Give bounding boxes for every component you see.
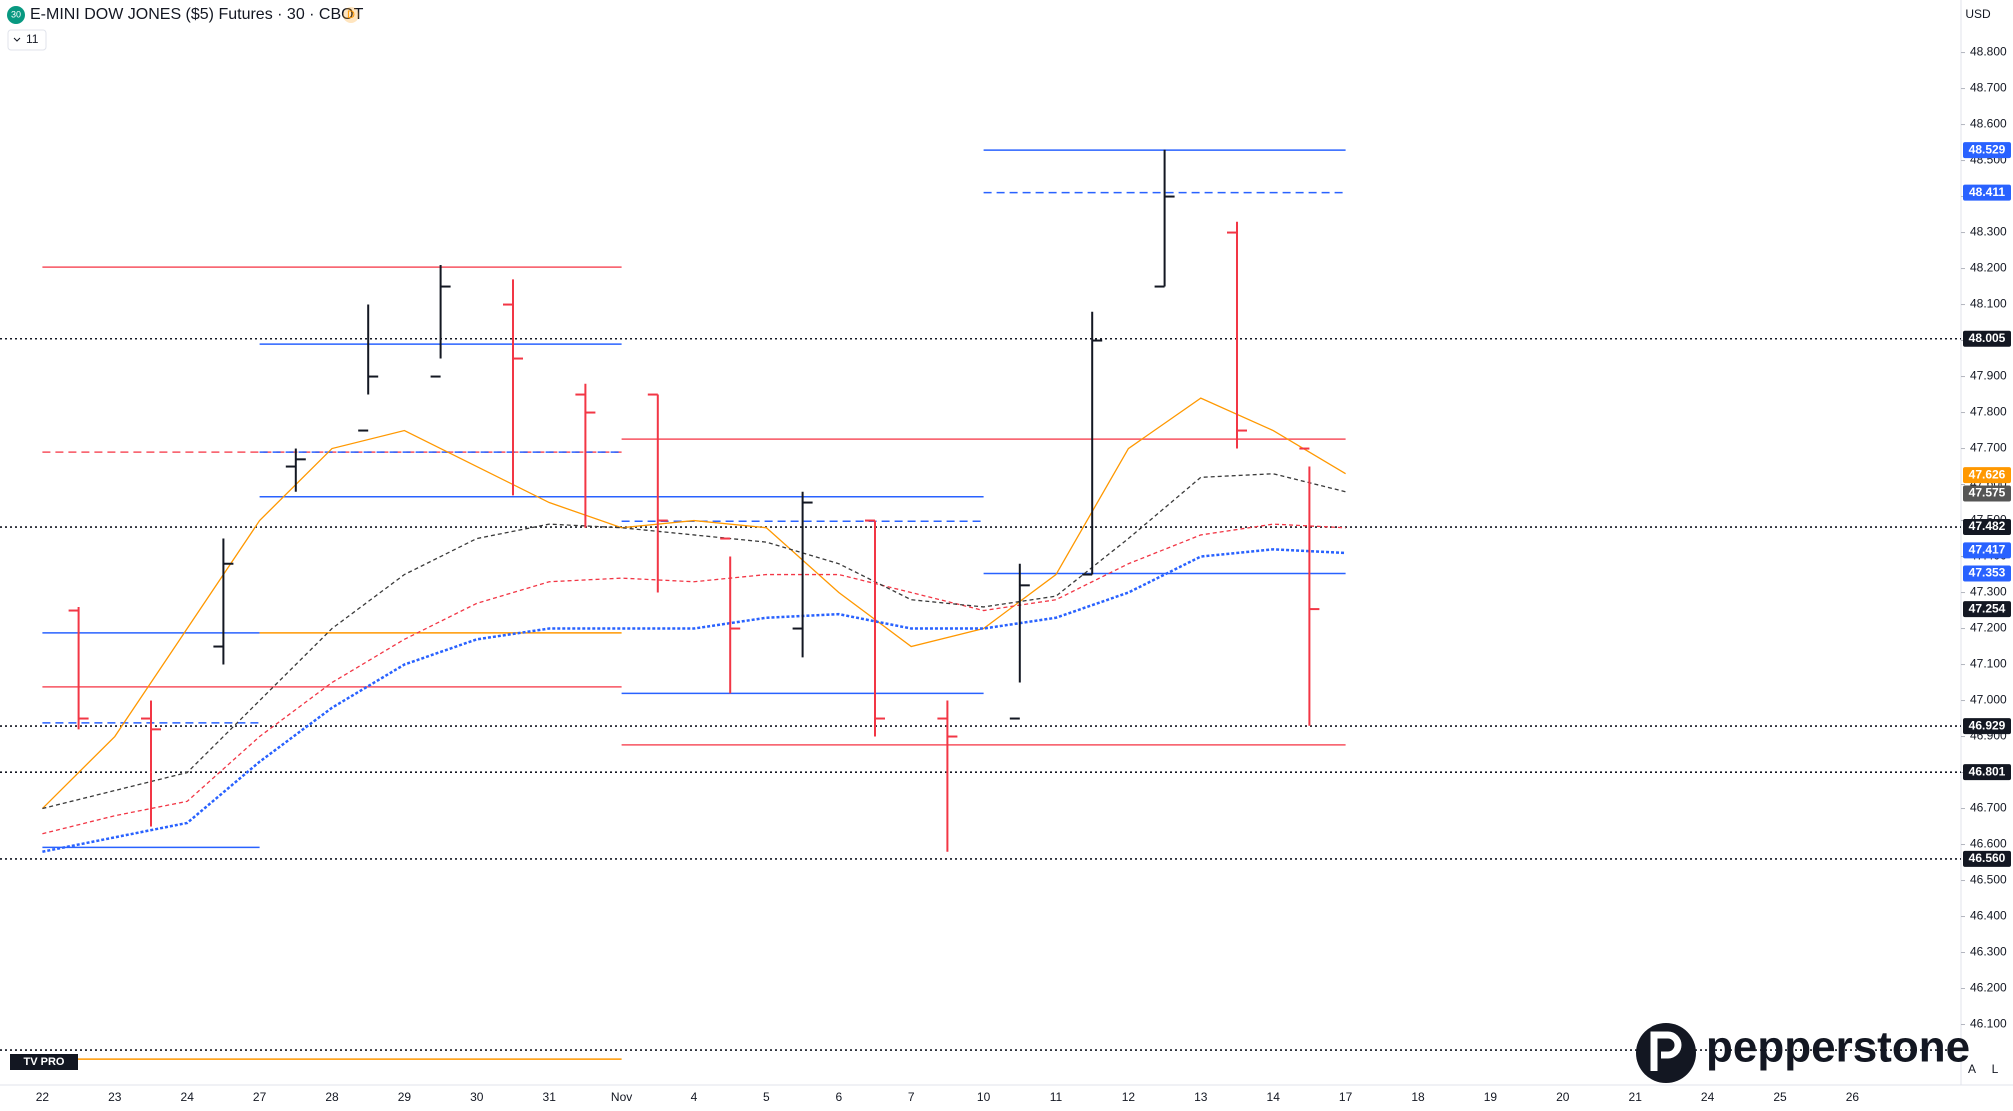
y-tick-label: 46.200 [1970, 981, 2007, 995]
x-tick-label: 30 [470, 1090, 484, 1104]
y-tick-label: 47.200 [1970, 621, 2007, 635]
x-tick-label: 24 [1701, 1090, 1715, 1104]
y-tick-label: 47.300 [1970, 585, 2007, 599]
x-tick-label: 24 [181, 1090, 195, 1104]
moving-average [41, 397, 1346, 809]
pepperstone-p [1650, 1031, 1682, 1071]
indicator-count: 11 [26, 32, 39, 46]
price-badge-label: 48.411 [1969, 185, 2005, 199]
x-tick-label: 6 [835, 1090, 842, 1104]
pepperstone-logo: pepperstone [1706, 1023, 1970, 1072]
price-badge-label: 46.801 [1969, 764, 2006, 778]
currency[interactable]: USD [1965, 7, 1991, 21]
price-badge-label: 46.929 [1969, 718, 2006, 732]
price-badge [1963, 565, 2011, 582]
price-badge-label: 47.417 [1969, 543, 2006, 557]
y-tick-label: 47.000 [1970, 693, 2007, 707]
scale-button[interactable]: L [1992, 1062, 1999, 1076]
price-badge [1963, 519, 2011, 536]
tv-logo-bg [10, 1054, 78, 1070]
indicator-toggle[interactable] [7, 29, 47, 51]
price-badge-label: 48.005 [1969, 331, 2006, 345]
y-tick-label: 47.900 [1970, 369, 2007, 383]
y-tick-label: 46.400 [1970, 909, 2007, 923]
price-badge-label: 47.626 [1969, 467, 2006, 481]
y-tick-label: 48.200 [1970, 261, 2007, 275]
price-badge [1963, 184, 2011, 201]
x-tick-label: 29 [398, 1090, 412, 1104]
chevron [13, 37, 21, 42]
y-tick-label: 46.700 [1970, 801, 2007, 815]
x-tick-label: 27 [253, 1090, 267, 1104]
x-tick-label: 14 [1267, 1090, 1281, 1104]
moving-average [42, 523, 1346, 835]
y-tick-label: 48.800 [1970, 45, 2007, 59]
y-tick-label: 47.100 [1970, 657, 2007, 671]
symbol-title: E-MINI DOW JONES ($5) Futures · 30 · CBO… [30, 6, 364, 23]
x-tick-label: 18 [1411, 1090, 1425, 1104]
x-tick-label: 11 [1050, 1090, 1063, 1104]
price-badge-label: 47.482 [1969, 519, 2006, 533]
price-badge [1963, 542, 2011, 559]
price-badge-label: 47.353 [1969, 566, 2006, 580]
price-badge [1963, 764, 2011, 781]
symbol-icon [7, 6, 25, 24]
header: 30 E-MINI DOW JONES ($5) Futures · 30 · … [7, 6, 1991, 51]
price-badge [1963, 718, 2011, 735]
x-tick-label: Nov [611, 1090, 632, 1104]
y-tick-label: 48.600 [1970, 117, 2007, 131]
x-tick-label: 5 [763, 1090, 770, 1104]
y-tick-label: 47.800 [1970, 405, 2007, 419]
y-tick-label: 48.700 [1970, 81, 2007, 95]
x-tick-label: 22 [36, 1090, 50, 1104]
x-tick-label: 17 [1339, 1090, 1353, 1104]
x-tick-label: 31 [543, 1090, 557, 1104]
y-tick-label: 46.500 [1970, 873, 2007, 887]
y-tick-label: 48.100 [1970, 297, 2007, 311]
moving-average [42, 548, 1346, 853]
x-tick-label: 4 [691, 1090, 698, 1104]
price-badge [1963, 850, 2011, 867]
footer: TV PRO pepperstone A L [10, 1023, 1999, 1083]
price-badge-label: 47.254 [1969, 601, 2006, 615]
tv-logo: TV PRO [24, 1056, 65, 1068]
price-badge [1963, 601, 2011, 618]
x-tick-label: 20 [1556, 1090, 1570, 1104]
x-tick-label: 23 [108, 1090, 122, 1104]
price-badge-label: 47.575 [1969, 486, 2006, 500]
price-badge [1963, 467, 2011, 484]
x-tick-label: 28 [325, 1090, 339, 1104]
x-tick-label: 25 [1773, 1090, 1787, 1104]
moving-average [42, 473, 1346, 810]
x-tick-label: 10 [977, 1090, 991, 1104]
x-tick-label: 12 [1122, 1090, 1136, 1104]
x-tick-label: 19 [1484, 1090, 1498, 1104]
y-tick-label: 48.300 [1970, 225, 2007, 239]
price-badge [1963, 485, 2011, 502]
y-tick-label: 46.300 [1970, 945, 2007, 959]
x-tick-label: 21 [1629, 1090, 1643, 1104]
x-tick-label: 13 [1194, 1090, 1208, 1104]
symbol-icon-text: 30 [11, 9, 21, 19]
y-tick-label: 46.100 [1970, 1017, 2007, 1031]
price-badge-label: 48.529 [1969, 142, 2006, 156]
price-badge [1963, 142, 2011, 159]
badge-bg [343, 7, 359, 23]
price-badge [1963, 330, 2011, 347]
scale-button[interactable]: A [1968, 1062, 1976, 1076]
badge[interactable]: D [347, 9, 355, 21]
x-tick-label: 7 [908, 1090, 915, 1104]
y-tick-label: 47.700 [1970, 441, 2007, 455]
price-badge-label: 46.560 [1969, 851, 2006, 865]
y-tick-label: 46.600 [1970, 837, 2007, 851]
x-tick-label: 26 [1846, 1090, 1860, 1104]
